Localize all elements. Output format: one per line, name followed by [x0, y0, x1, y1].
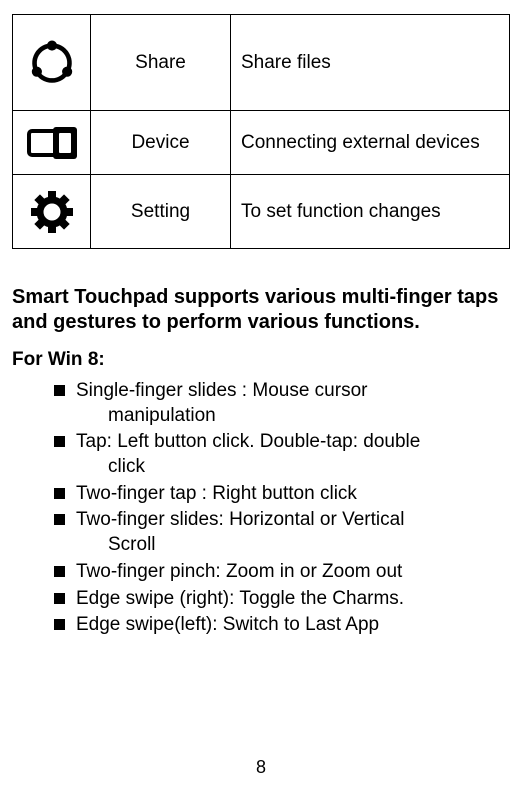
section-subheading: For Win 8: [12, 349, 510, 371]
bullet-text: Two-finger tap : Right button click [76, 483, 357, 504]
row-name: Setting [91, 175, 231, 249]
features-table: Share Share files Device Connecting exte… [12, 14, 510, 249]
list-item: Two-finger tap : Right button click [54, 482, 510, 507]
device-icon [13, 111, 90, 174]
bullet-text: Edge swipe (right): Toggle the Charms. [76, 588, 404, 609]
setting-icon [13, 175, 90, 248]
row-name: Share [91, 15, 231, 111]
bullet-text: Single-finger slides : Mouse cursor [76, 380, 367, 401]
share-icon [13, 15, 90, 110]
list-item: Two-finger pinch: Zoom in or Zoom out [54, 560, 510, 585]
section-heading: Smart Touchpad supports various multi-fi… [12, 285, 510, 335]
bullet-text-cont: click [76, 455, 510, 480]
list-item: Two-finger slides: Horizontal or Vertica… [54, 508, 510, 557]
bullet-text: Tap: Left button click. Double-tap: doub… [76, 431, 420, 452]
list-item: Single-finger slides : Mouse cursor mani… [54, 379, 510, 428]
bullet-text: Edge swipe(left): Switch to Last App [76, 614, 379, 635]
bullet-text-cont: manipulation [76, 404, 510, 429]
table-row: Share Share files [13, 15, 510, 111]
page-number: 8 [0, 757, 522, 778]
table-row: Device Connecting external devices [13, 111, 510, 175]
row-desc: To set function changes [231, 175, 510, 249]
row-desc: Share files [231, 15, 510, 111]
list-item: Edge swipe (right): Toggle the Charms. [54, 587, 510, 612]
bullet-text-cont: Scroll [76, 533, 510, 558]
bullet-text: Two-finger pinch: Zoom in or Zoom out [76, 561, 402, 582]
row-desc: Connecting external devices [231, 111, 510, 175]
gesture-list: Single-finger slides : Mouse cursor mani… [12, 379, 510, 638]
list-item: Edge swipe(left): Switch to Last App [54, 613, 510, 638]
table-row: Setting To set function changes [13, 175, 510, 249]
bullet-text: Two-finger slides: Horizontal or Vertica… [76, 509, 404, 530]
row-name: Device [91, 111, 231, 175]
list-item: Tap: Left button click. Double-tap: doub… [54, 430, 510, 479]
